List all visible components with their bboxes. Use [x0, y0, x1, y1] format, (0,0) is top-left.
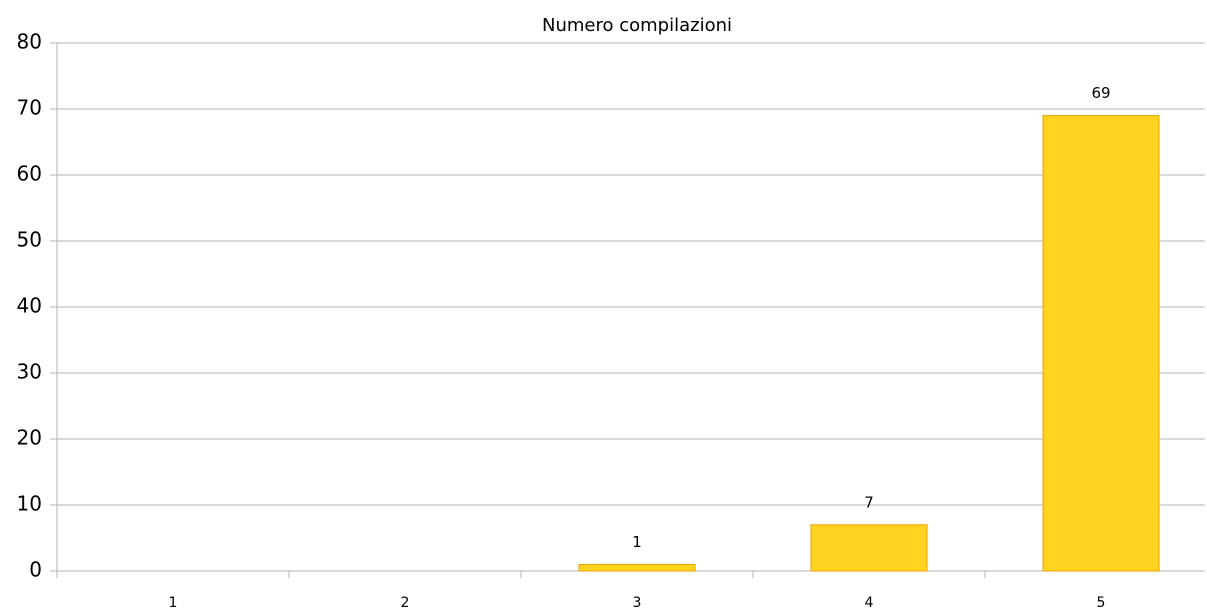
data-label: 7	[864, 493, 874, 511]
x-tick-label: 3	[633, 595, 642, 610]
y-tick-label: 0	[29, 558, 42, 582]
x-tick-label: 2	[401, 595, 410, 610]
x-tick-label: 5	[1097, 595, 1106, 610]
y-tick-label: 10	[17, 492, 42, 516]
x-tick-label: 1	[169, 595, 178, 610]
y-tick-label: 20	[17, 426, 42, 450]
bar	[810, 524, 928, 572]
data-label: 1	[632, 533, 642, 551]
y-tick-label: 80	[17, 30, 42, 54]
y-tick-label: 30	[17, 360, 42, 384]
bar	[578, 563, 696, 572]
bar	[1042, 115, 1160, 572]
data-label: 69	[1091, 84, 1110, 102]
y-tick-label: 40	[17, 294, 42, 318]
y-tick-label: 50	[17, 228, 42, 252]
x-tick-label: 4	[865, 595, 874, 610]
y-tick-label: 60	[17, 162, 42, 186]
chart-title: Numero compilazioni	[542, 15, 732, 36]
y-tick-label: 70	[17, 96, 42, 120]
